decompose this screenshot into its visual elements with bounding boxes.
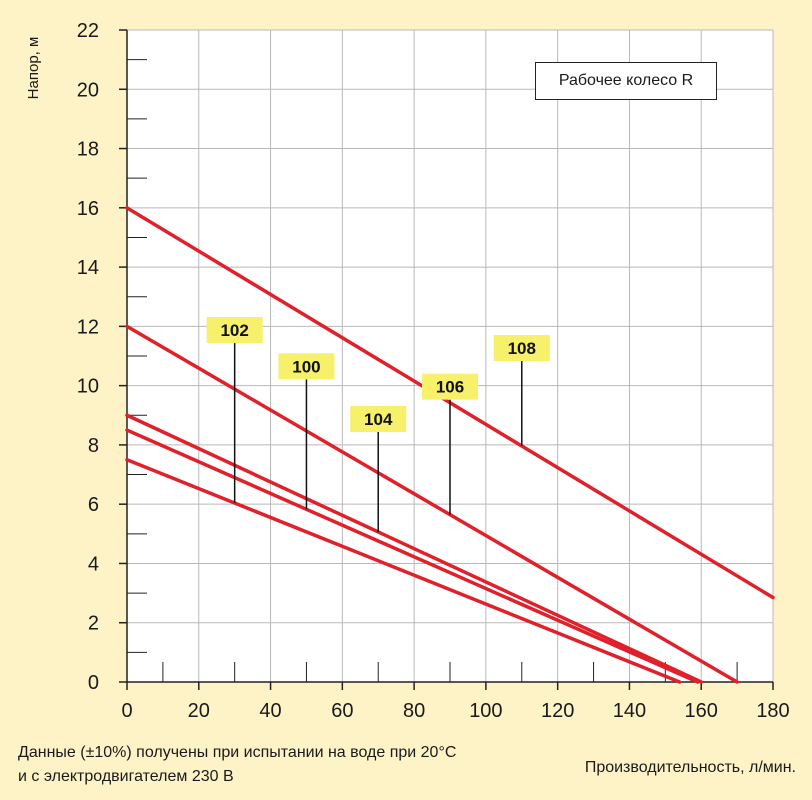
footnote: Данные (±10%) получены при испытании на …: [18, 741, 456, 789]
x-tick-label: 80: [403, 700, 425, 722]
x-axis-label: Производительность, л/мин.: [584, 759, 796, 776]
series-label-box-106: [422, 373, 478, 400]
legend-box: Рабочее колесо R: [535, 62, 717, 100]
series-label-box-100: [278, 353, 335, 380]
y-tick-label: 8: [88, 435, 99, 457]
y-tick-label: 12: [77, 316, 99, 338]
x-tick-label: 40: [259, 700, 281, 722]
y-tick-label: 4: [88, 553, 99, 575]
x-tick-label: 160: [685, 700, 718, 722]
series-line-100: [125, 428, 700, 684]
series-label-106: 106: [436, 378, 464, 397]
y-tick-label: 18: [77, 139, 99, 161]
series-label-100: 100: [292, 357, 320, 376]
y-tick-label: 10: [77, 376, 99, 398]
series-label-box-108: [493, 334, 550, 361]
y-tick-label: 20: [77, 79, 99, 101]
x-tick-label: 0: [121, 700, 132, 722]
series-label-box-104: [350, 405, 407, 432]
series-line-102: [125, 457, 682, 684]
axes: 0 20 40 60 80 100 120 140 160 180 0 2 4 6 8 10 12 14 16 18 2…: [77, 20, 790, 722]
series-label-108: 108: [508, 339, 536, 358]
x-tick-label: 100: [469, 700, 502, 722]
x-tick-label: 120: [541, 700, 574, 722]
x-tick-label: 20: [188, 700, 210, 722]
x-tick-label: 180: [756, 700, 789, 722]
footnote-line-1: Данные (±10%) получены при испытании на …: [18, 744, 457, 761]
y-tick-label: 6: [88, 494, 99, 516]
y-tick-label: 2: [88, 613, 99, 635]
y-tick-label: 14: [77, 257, 99, 279]
footnote-line-2: и с электродвигателем 230 В: [18, 768, 234, 785]
plot-area: [127, 30, 773, 682]
series-label-104: 104: [364, 410, 393, 429]
y-tick-label: 0: [88, 672, 99, 694]
y-tick-label: 16: [77, 198, 99, 220]
x-tick-label: 60: [331, 700, 353, 722]
series-line-104: [125, 413, 703, 684]
series-label-102: 102: [220, 321, 248, 340]
series-line-106: [125, 324, 739, 684]
x-tick-label: 140: [613, 700, 646, 722]
series-labels: 108 106 104 100 102: [206, 317, 550, 532]
y-tick-label: 22: [77, 20, 99, 42]
y-axis-label: Напор, м: [25, 37, 42, 100]
series-label-box-102: [206, 317, 263, 344]
